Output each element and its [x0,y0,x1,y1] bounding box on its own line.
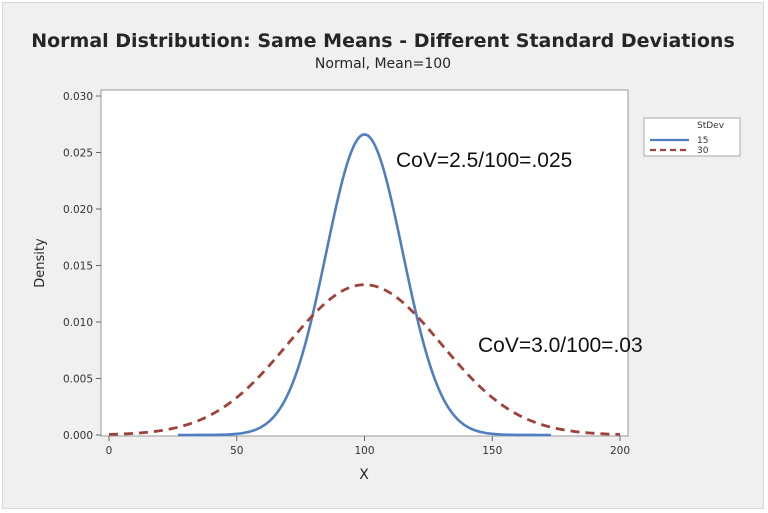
legend-label-stdev-15: 15 [697,136,708,146]
y-tick-label: 0.025 [63,148,93,160]
annotation-cov-15: CoV=2.5/100=.025 [396,149,572,172]
y-tick-label: 0.020 [63,204,93,216]
y-tick-label: 0.030 [63,91,93,103]
legend-label-stdev-30: 30 [697,146,709,156]
series-line-stdev-15 [177,133,552,437]
y-tick-label: 0.005 [63,374,93,386]
legend: StDev 15 30 [643,117,741,157]
annotation-cov-30: CoV=3.0/100=.03 [478,334,643,357]
x-tick-label: 0 [106,445,113,457]
y-tick-label: 0.000 [63,430,93,442]
y-axis-label: Density [33,238,48,288]
plot-area [100,89,629,437]
x-tick-label: 50 [230,445,243,457]
legend-title: StDev [697,121,725,131]
series-line-stdev-30 [108,283,621,436]
legend-box [643,117,741,157]
x-tick-label: 100 [354,445,374,457]
x-axis-ticks: 0 50 100 150 200 [106,436,630,457]
x-tick-label: 150 [482,445,502,457]
y-tick-label: 0.010 [63,317,93,329]
x-axis-label: X [359,467,369,483]
x-tick-label: 200 [610,445,630,457]
y-axis-ticks: 0.000 0.005 0.010 0.015 0.020 0.025 0.030 [63,91,101,442]
y-tick-label: 0.015 [63,261,93,273]
chart-title: Normal Distribution: Same Means - Differ… [31,30,735,52]
chart-subtitle: Normal, Mean=100 [315,56,451,72]
